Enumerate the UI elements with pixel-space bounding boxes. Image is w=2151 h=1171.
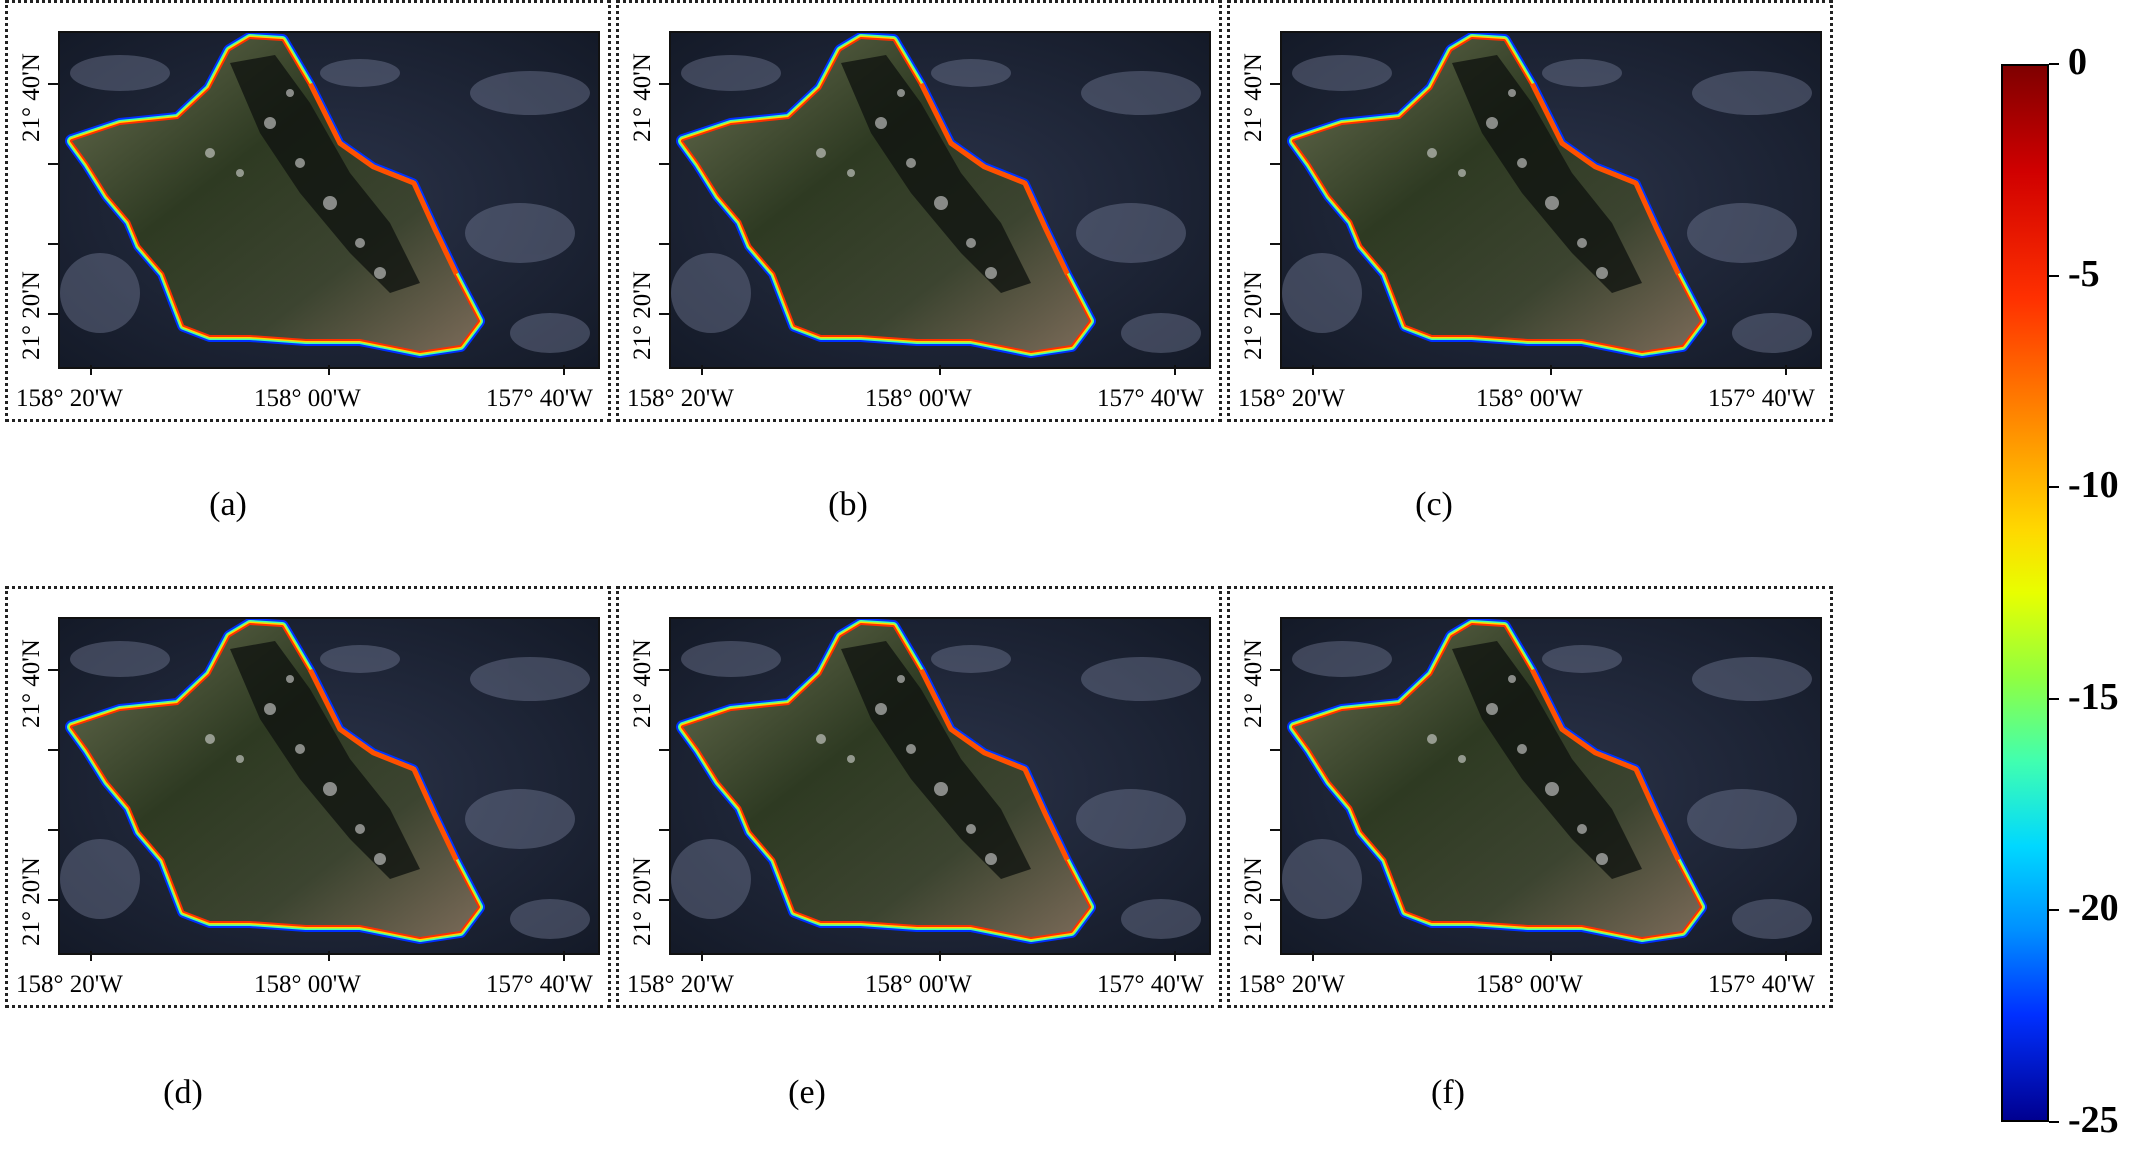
map-panel-d: 21° 40'N 21° 20'N 158° 20'W 158° 00'W 15… <box>5 586 611 1008</box>
lat-label-bottom: 21° 20'N <box>629 271 656 360</box>
map-panel-a: 21° 40'N 21° 20'N 158° 20'W 158° 00'W 15… <box>5 0 611 422</box>
panel-caption: (f) <box>1431 1074 1465 1111</box>
colorbar-label: 0 <box>2068 41 2087 83</box>
lon-label-mid: 158° 00'W <box>865 385 972 412</box>
panel-caption: (c) <box>1415 486 1453 523</box>
lat-label-bottom: 21° 20'N <box>1240 857 1267 946</box>
colorbar-tick <box>2049 486 2059 489</box>
panel-caption: (b) <box>828 486 868 523</box>
satellite-map <box>1280 617 1822 955</box>
lon-label-mid: 158° 00'W <box>254 385 361 412</box>
colorbar-label: -20 <box>2068 887 2119 930</box>
colorbar-tick <box>2049 274 2059 277</box>
lat-label-top: 21° 40'N <box>629 639 656 729</box>
lon-label-right: 157° 40'W <box>1097 971 1204 998</box>
lat-label-top: 21° 40'N <box>1240 639 1267 729</box>
lon-label-right: 157° 40'W <box>1708 385 1815 412</box>
colorbar-label: -15 <box>2068 675 2119 718</box>
lat-label-top: 21° 40'N <box>1240 53 1267 143</box>
lat-label-top: 21° 40'N <box>18 639 45 729</box>
colorbar-label: -10 <box>2068 464 2119 507</box>
panel-caption: (a) <box>209 486 247 523</box>
lat-label-bottom: 21° 20'N <box>18 271 45 360</box>
depth-colorbar <box>2001 64 2049 1122</box>
map-panel-e: 21° 40'N 21° 20'N 158° 20'W 158° 00'W 15… <box>616 586 1222 1008</box>
lon-label-left: 158° 20'W <box>1238 971 1345 998</box>
lon-label-left: 158° 20'W <box>627 385 734 412</box>
satellite-map <box>669 31 1211 369</box>
satellite-map <box>669 617 1211 955</box>
colorbar-label: -25 <box>2068 1099 2119 1141</box>
lon-label-right: 157° 40'W <box>486 971 593 998</box>
colorbar-tick <box>2049 697 2059 700</box>
lon-label-mid: 158° 00'W <box>865 971 972 998</box>
colorbar-tick <box>2049 909 2059 912</box>
panel-caption: (e) <box>788 1074 826 1111</box>
colorbar-tick <box>2049 1121 2059 1123</box>
lon-label-left: 158° 20'W <box>1238 385 1345 412</box>
colorbar-label: -5 <box>2068 252 2100 295</box>
lon-label-right: 157° 40'W <box>1097 385 1204 412</box>
lat-label-top: 21° 40'N <box>629 53 656 143</box>
lon-label-right: 157° 40'W <box>486 385 593 412</box>
lon-label-mid: 158° 00'W <box>1476 971 1583 998</box>
lat-label-bottom: 21° 20'N <box>629 857 656 946</box>
lat-label-bottom: 21° 20'N <box>1240 271 1267 360</box>
panel-caption: (d) <box>163 1074 203 1111</box>
satellite-map <box>1280 31 1822 369</box>
map-panel-b: 21° 40'N 21° 20'N 158° 20'W 158° 00'W 15… <box>616 0 1222 422</box>
satellite-map <box>58 617 600 955</box>
lon-label-left: 158° 20'W <box>16 385 123 412</box>
map-panel-c: 21° 40'N 21° 20'N 158° 20'W 158° 00'W 15… <box>1227 0 1833 422</box>
lon-label-left: 158° 20'W <box>16 971 123 998</box>
satellite-map <box>58 31 600 369</box>
lon-label-mid: 158° 00'W <box>254 971 361 998</box>
lat-label-top: 21° 40'N <box>18 53 45 143</box>
map-panel-f: 21° 40'N 21° 20'N 158° 20'W 158° 00'W 15… <box>1227 586 1833 1008</box>
lon-label-mid: 158° 00'W <box>1476 385 1583 412</box>
lat-label-bottom: 21° 20'N <box>18 857 45 946</box>
colorbar-tick <box>2049 63 2059 65</box>
lon-label-left: 158° 20'W <box>627 971 734 998</box>
lon-label-right: 157° 40'W <box>1708 971 1815 998</box>
